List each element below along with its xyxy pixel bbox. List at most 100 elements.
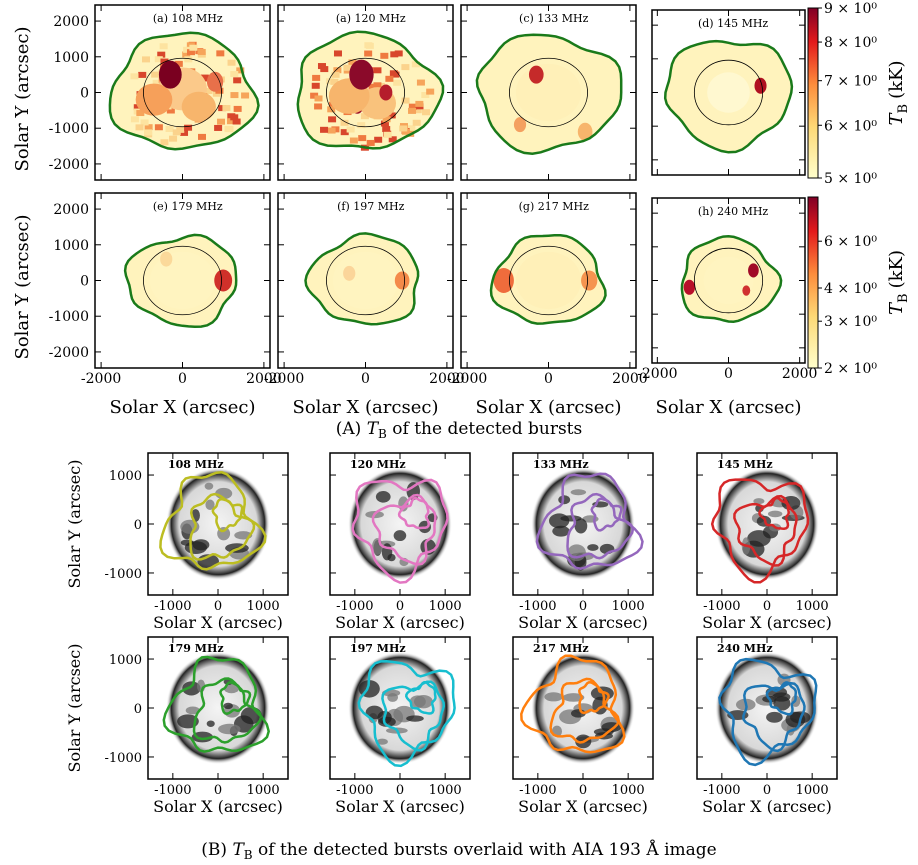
subplot: -2000-1000010002000(a) 108 MHz [49, 5, 270, 180]
caption-a: (A) TB of the detected bursts [336, 419, 582, 443]
plot-area [665, 41, 792, 152]
pixel [230, 71, 238, 77]
colorbar-label: TB(kK) [886, 61, 911, 126]
plot-area [348, 468, 452, 583]
pixel [214, 125, 222, 131]
x-tick-label: 1000 [612, 783, 645, 798]
plot-area [491, 235, 606, 323]
plot-area [125, 235, 236, 327]
caption-b: (B) TB of the detected bursts overlaid w… [201, 839, 716, 864]
pixel [144, 129, 152, 135]
colorbar-tick-label: 5 × 10⁰ [824, 171, 877, 187]
pixel [155, 124, 163, 130]
colorbar-subscript: B [896, 104, 911, 114]
x-tick-label: 0 [214, 599, 222, 614]
colorbar-unit: (kK) [886, 61, 907, 99]
colorbar-tick-label: 9 × 10⁰ [824, 1, 877, 17]
coronal-feature [768, 511, 782, 518]
y-axis-label: Solar Y (arcsec) [12, 214, 33, 359]
pixel [198, 134, 206, 140]
pixel [189, 45, 197, 51]
hot-spot [748, 263, 759, 277]
x-tick-label: 0 [724, 366, 733, 382]
plot-area [160, 468, 270, 581]
subplot: -200002000-2000-1000010002000(e) 179 MHz [49, 193, 282, 387]
subplot: -200002000(h) 240 MHz [637, 198, 817, 382]
y-tick-label: 2000 [53, 202, 89, 218]
pixel [222, 105, 230, 111]
pixel [334, 50, 342, 56]
subplot: -200002000(f) 197 MHz [264, 193, 465, 387]
colorbar-unit: (kK) [886, 250, 907, 288]
x-axis-label: Solar X (arcsec) [335, 797, 465, 816]
hot-spot [343, 266, 355, 281]
pixel [166, 126, 174, 132]
plot-label: (e) 179 MHz [153, 200, 223, 213]
x-tick-label: -1000 [336, 599, 373, 614]
subplot: -100001000240 MHz [697, 637, 837, 798]
colorbar-label: TB(kK) [886, 250, 911, 315]
y-tick-label: 1000 [109, 469, 142, 484]
coronal-feature [571, 489, 586, 495]
colorbar-tick-label: 2 × 10⁰ [824, 361, 877, 377]
x-tick-label: 1000 [796, 783, 829, 798]
pixel [318, 63, 326, 69]
subplot: -100001000197 MHz [330, 637, 470, 798]
hot-spot [395, 272, 410, 290]
hot-spot [214, 270, 232, 292]
x-tick-label: 1000 [247, 783, 280, 798]
pixel [312, 75, 320, 81]
x-tick-label: -1000 [519, 599, 556, 614]
hot-spot [529, 66, 544, 84]
pixel [358, 135, 366, 141]
pixel [160, 43, 168, 49]
x-tick-label: 0 [763, 599, 771, 614]
x-axis-label: Solar X (arcsec) [476, 397, 622, 418]
pixel [131, 116, 139, 122]
colorbar-tick-label: 4 × 10⁰ [824, 281, 877, 297]
subplot: (d) 145 MHz [652, 10, 805, 175]
pixel [364, 51, 372, 57]
pixel [382, 126, 390, 132]
y-tick-label: -1000 [105, 751, 142, 766]
y-tick-label: 0 [80, 274, 89, 290]
x-tick-label: -2000 [447, 371, 487, 387]
x-axis-label: Solar X (arcsec) [153, 613, 283, 632]
hot-spot [150, 252, 215, 309]
caption-text: of the detected bursts [392, 419, 582, 439]
pixel [422, 109, 430, 115]
caption-prefix: (B) [201, 840, 227, 860]
x-axis-label: Solar X (arcsec) [702, 613, 832, 632]
coronal-feature [205, 483, 214, 490]
x-tick-label: -1000 [703, 599, 740, 614]
coronal-feature [544, 692, 562, 701]
hot-spot [207, 72, 223, 92]
coronal-feature [587, 544, 598, 551]
pixel [364, 42, 372, 48]
subplot: -100001000145 MHz [697, 453, 837, 614]
pixel [328, 116, 336, 122]
pixel [230, 114, 238, 120]
hot-spot [742, 285, 750, 295]
pixel [228, 60, 236, 66]
pixel [415, 101, 423, 107]
coronal-feature [766, 712, 783, 723]
x-tick-label: 0 [361, 371, 370, 387]
plot-area [531, 468, 642, 581]
plot-area [298, 32, 443, 151]
plot-label: 240 MHz [717, 642, 773, 655]
x-tick-label: 0 [763, 783, 771, 798]
y-tick-label: -1000 [49, 309, 89, 325]
y-tick-label: 1000 [53, 50, 89, 66]
plot-label: 145 MHz [717, 458, 773, 471]
pixel [374, 137, 382, 143]
pixel [138, 72, 146, 78]
plot-label: (c) 133 MHz [519, 12, 589, 25]
subplot: (a) 120 MHz [278, 5, 453, 180]
pixel [217, 119, 225, 125]
hot-spot [182, 92, 216, 122]
pixel [151, 72, 159, 78]
pixel [230, 92, 238, 98]
